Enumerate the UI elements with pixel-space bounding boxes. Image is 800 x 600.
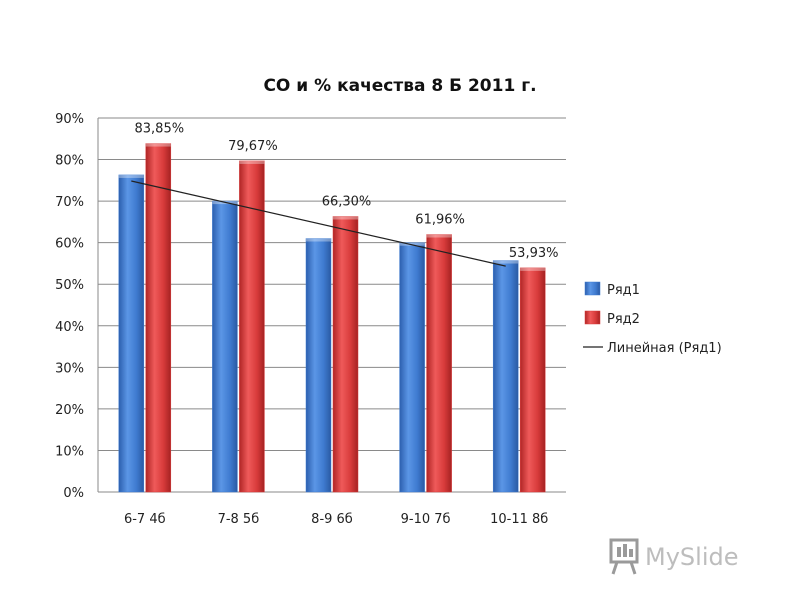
trendline xyxy=(131,180,506,267)
y-tick-label: 20% xyxy=(55,403,84,418)
presentation-board-icon xyxy=(609,538,639,575)
watermark-text: MySlide xyxy=(645,543,738,571)
y-tick-label: 50% xyxy=(55,278,84,293)
bar-2 xyxy=(145,143,172,493)
bar-1 xyxy=(399,242,425,493)
x-tick-label: 6-7 4б xyxy=(124,512,166,527)
y-tick-label: 30% xyxy=(55,361,84,376)
y-tick-label: 70% xyxy=(55,195,84,210)
data-label: 53,93% xyxy=(509,246,559,261)
legend-swatch xyxy=(584,281,601,296)
x-tick-label: 8-9 6б xyxy=(311,512,353,527)
x-axis-ticks: 6-7 4б 7-8 5б 8-9 6б 9-10 7б 10-11 8б xyxy=(124,512,548,527)
y-tick-label: 80% xyxy=(55,154,84,169)
legend-label: Ряд1 xyxy=(607,283,640,298)
bar-2 xyxy=(426,234,452,493)
bar-2 xyxy=(519,267,546,493)
legend-label: Линейная (Ряд1) xyxy=(607,341,722,356)
bar-1 xyxy=(305,238,332,493)
x-tick-label: 7-8 5б xyxy=(218,512,260,527)
x-tick-label: 10-11 8б xyxy=(490,512,548,527)
bar-2 xyxy=(239,160,265,493)
legend-swatch xyxy=(584,310,601,325)
data-label: 66,30% xyxy=(322,194,372,209)
y-tick-label: 10% xyxy=(55,444,84,459)
trendline-group xyxy=(131,180,506,267)
legend-item-2: Ряд2 xyxy=(584,310,640,327)
legend-item-1: Ряд1 xyxy=(584,281,640,298)
chart-title: СО и % качества 8 Б 2011 г. xyxy=(263,76,536,96)
bar-2 xyxy=(332,216,359,493)
bars xyxy=(118,143,546,493)
y-tick-label: 60% xyxy=(55,237,84,252)
legend-item-trendline: Линейная (Ряд1) xyxy=(583,341,722,356)
bar-1 xyxy=(118,174,145,493)
legend-label: Ряд2 xyxy=(607,312,640,327)
gridlines xyxy=(97,117,566,493)
data-label: 61,96% xyxy=(415,213,465,228)
data-label: 79,67% xyxy=(228,139,278,154)
data-labels: 83,85% 79,67% 66,30% 61,96% 53,93% xyxy=(135,122,559,261)
legend: Ряд1 Ряд2 Линейная (Ряд1) xyxy=(583,281,722,356)
y-tick-label: 40% xyxy=(55,320,84,335)
data-label: 83,85% xyxy=(135,122,185,137)
bar-1 xyxy=(492,260,519,493)
bar-1 xyxy=(212,200,238,493)
y-tick-label: 0% xyxy=(63,486,84,501)
y-axis-ticks: 0% 10% 20% 30% 40% 50% 60% 70% 80% 90% xyxy=(55,112,84,501)
watermark: MySlide xyxy=(609,538,738,575)
y-tick-label: 90% xyxy=(55,112,84,127)
x-tick-label: 9-10 7б xyxy=(401,512,451,527)
